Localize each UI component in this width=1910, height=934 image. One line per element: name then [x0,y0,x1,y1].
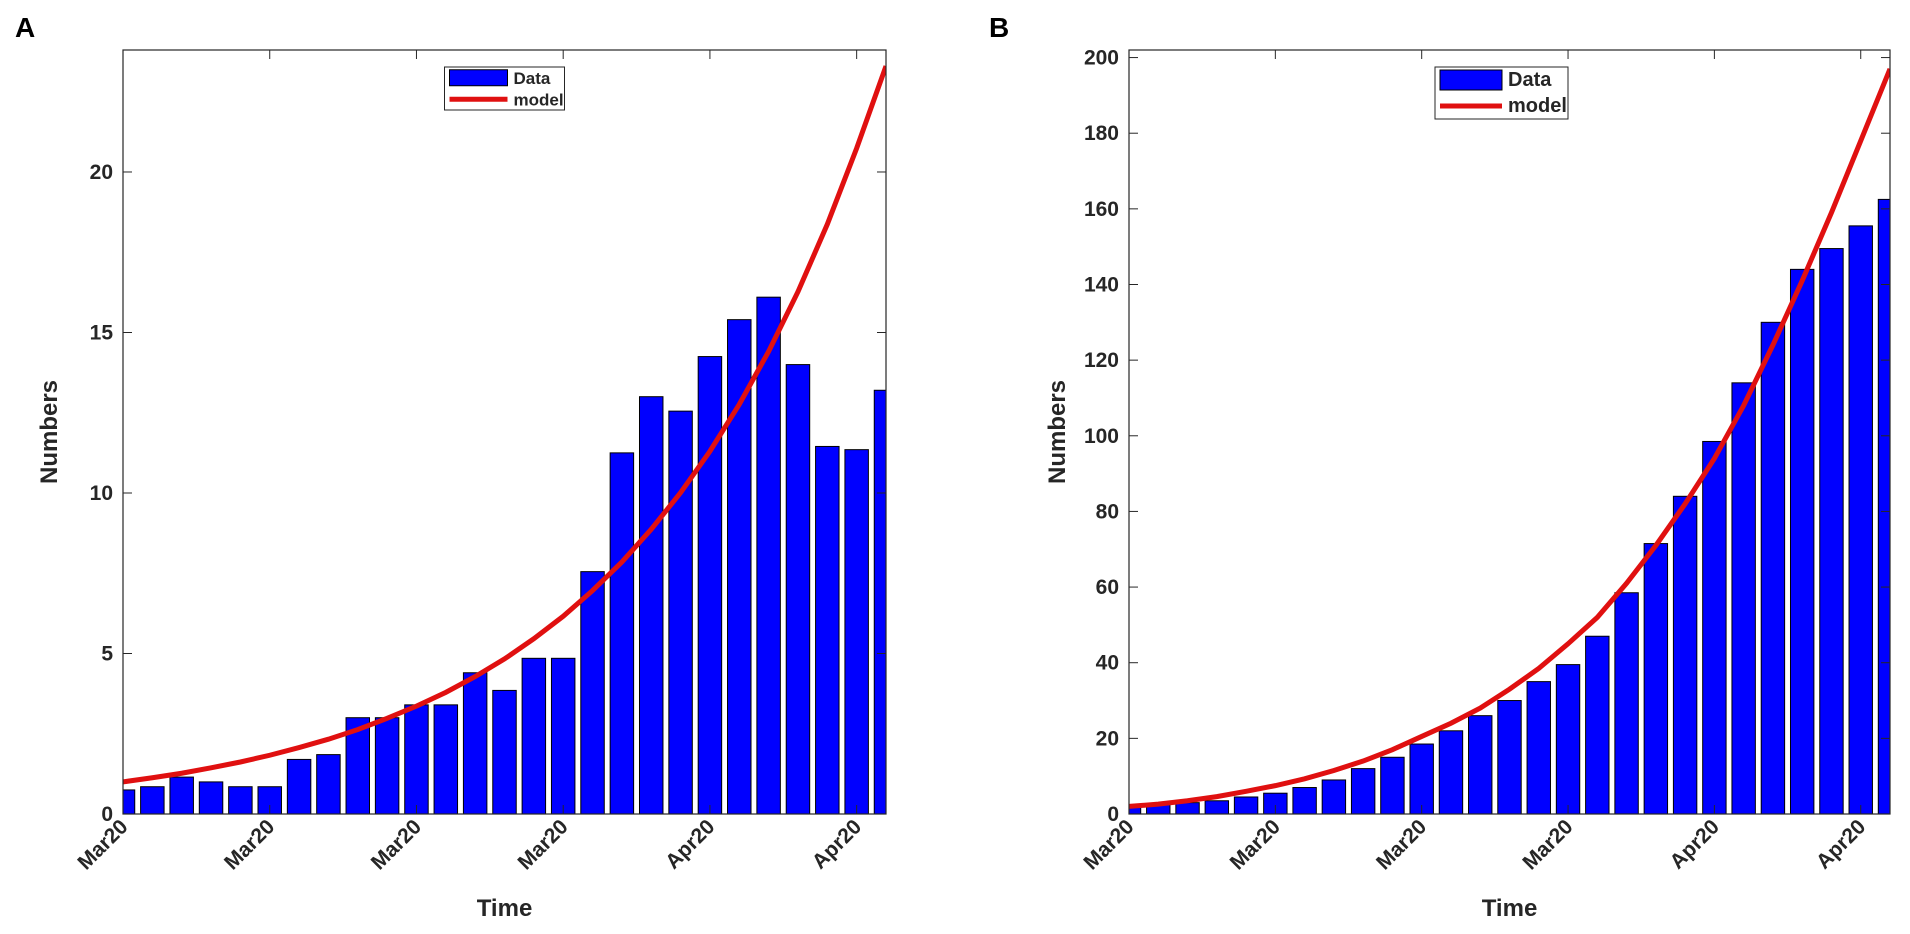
bar [1175,802,1200,814]
bar [550,657,576,814]
bar [123,789,136,814]
x-tick-label: Mar20 [1372,815,1431,874]
plot-area [123,65,886,814]
bar [580,571,605,814]
bar [1204,800,1230,814]
bar [727,319,752,814]
panel-label: B [989,12,1009,43]
bar [1409,743,1434,814]
panel-label: A [15,12,35,43]
legend-swatch [1439,69,1503,91]
bar [169,776,194,814]
y-tick-label: 140 [1084,273,1119,296]
bar [1672,495,1698,814]
bar [462,672,488,814]
legend-label: model [514,90,564,109]
x-tick-label: Apr20 [661,815,719,873]
x-tick-label: Apr20 [808,815,866,873]
y-axis-label: Numbers [36,380,63,484]
bar [1321,779,1347,814]
bar [374,717,400,814]
bar [1526,681,1551,814]
bar [521,657,547,814]
y-tick-label: 15 [90,321,114,344]
plot-area [1129,67,1890,814]
bar [785,364,811,814]
bar [756,296,781,814]
x-axis-label: Time [1482,895,1538,922]
y-axis-label: Numbers [1044,380,1071,484]
bar [1789,268,1815,814]
panel: B 0 20 40 60 80 100 120 140 160 180 200 Mar20 Mar20 Ma… [989,12,1891,922]
legend: Data model [1434,66,1569,120]
bar [228,786,253,814]
y-tick-label: 200 [1084,47,1119,70]
bar [1731,382,1756,814]
bar [1585,635,1610,814]
x-tick-label: Apr20 [1812,815,1870,873]
bar [433,704,459,814]
axes-box [122,49,887,815]
bar [257,786,282,814]
x-axis-label: Time [477,895,533,922]
x-tick-label: Mar20 [1226,815,1285,874]
bar [404,704,429,814]
bar [1380,756,1405,814]
y-tick-label: 160 [1084,198,1119,221]
bar [1438,730,1464,814]
bar [1497,700,1522,814]
legend-label: Data [1508,69,1552,91]
y-tick-label: 180 [1084,122,1119,145]
bar [697,356,723,814]
legend-label: model [1508,95,1567,117]
legend: Data model [444,66,565,111]
bar [1614,592,1639,814]
y-tick-label: 5 [101,642,113,665]
bar [1848,225,1873,814]
bar [1819,248,1844,814]
bar [492,689,517,814]
y-tick-label: 60 [1096,576,1119,599]
bar [668,410,693,814]
bar [1233,796,1259,814]
y-tick-label: 100 [1084,425,1119,448]
model-line [123,65,886,785]
x-tick-label: Mar20 [220,815,279,874]
x-tick-label: Mar20 [514,815,573,874]
bar [1877,198,1890,814]
bar [198,781,224,814]
y-tick-label: 120 [1084,349,1119,372]
bar [1555,664,1581,814]
bar [815,445,840,814]
bar [638,396,664,814]
bar [1643,543,1669,814]
x-tick-label: Mar20 [367,815,426,874]
x-tick-label: Mar20 [1518,815,1577,874]
y-tick-label: 0 [101,803,113,826]
y-tick-label: 10 [90,482,113,505]
bar [1350,768,1376,814]
y-tick-label: 20 [1096,727,1119,750]
bar [1702,440,1727,814]
y-tick-label: 80 [1096,500,1119,523]
y-tick-label: 20 [90,161,113,184]
bar [316,754,341,814]
bar [140,786,165,814]
model-line [1129,67,1890,809]
y-tick-label: 40 [1096,652,1119,675]
bar [286,758,312,814]
axes-box [1128,49,1891,815]
bar [844,449,869,814]
x-tick-label: Apr20 [1666,815,1724,873]
legend-label: Data [514,69,551,88]
bar [1760,321,1786,814]
bar [1292,787,1317,814]
bar [609,452,635,814]
legend-swatch [449,69,508,87]
bar [1468,715,1493,814]
y-tick-label: 0 [1107,803,1119,826]
